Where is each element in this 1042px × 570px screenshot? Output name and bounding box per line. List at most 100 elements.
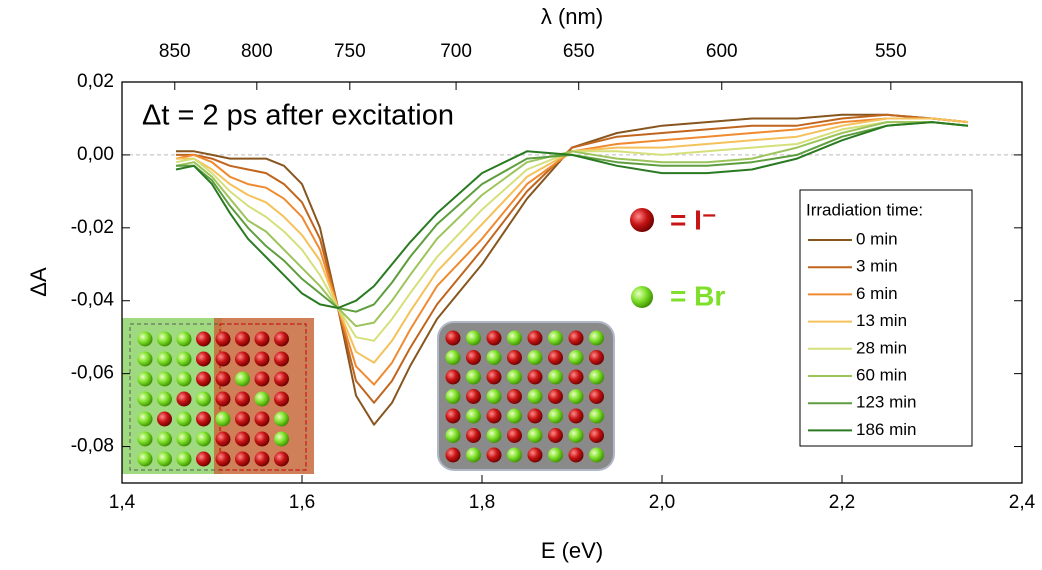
atom bbox=[254, 351, 270, 367]
atom bbox=[157, 431, 172, 447]
x-axis-label: E (eV) bbox=[541, 538, 603, 563]
x-tick-label: 1,6 bbox=[289, 492, 315, 513]
ion-label: = I⁻ bbox=[670, 204, 717, 235]
legend-label: 186 min bbox=[856, 420, 916, 439]
atom bbox=[196, 371, 211, 387]
atom bbox=[176, 411, 192, 427]
atom bbox=[486, 428, 502, 443]
atom bbox=[507, 369, 522, 385]
y-tick-label: -0,06 bbox=[71, 363, 114, 384]
x2-tick-label: 550 bbox=[875, 41, 907, 62]
atom bbox=[466, 408, 481, 424]
atom bbox=[548, 447, 563, 463]
series-line bbox=[175, 121, 969, 328]
atom bbox=[486, 330, 502, 346]
inset-mixed bbox=[437, 321, 615, 471]
atom bbox=[254, 371, 270, 387]
atom bbox=[445, 389, 461, 404]
atom bbox=[568, 389, 584, 404]
atom bbox=[445, 447, 461, 463]
inset-frame bbox=[129, 323, 307, 471]
atom bbox=[274, 331, 289, 347]
atom bbox=[486, 369, 502, 385]
atom bbox=[507, 447, 522, 463]
atom bbox=[215, 371, 231, 387]
atom bbox=[274, 371, 289, 387]
legend-label: 6 min bbox=[856, 284, 898, 303]
series-line bbox=[175, 121, 969, 342]
atom bbox=[445, 369, 461, 385]
atom bbox=[157, 411, 172, 427]
atom bbox=[445, 330, 461, 346]
atom bbox=[568, 330, 584, 346]
x2-tick-label: 700 bbox=[440, 41, 472, 62]
legend-label: 13 min bbox=[856, 311, 907, 330]
atom bbox=[568, 408, 584, 424]
atom bbox=[176, 331, 192, 347]
atom bbox=[527, 389, 543, 404]
atom bbox=[466, 389, 481, 404]
legend-label: 60 min bbox=[856, 365, 907, 384]
atom bbox=[507, 350, 522, 365]
atom bbox=[254, 431, 270, 447]
atom bbox=[507, 428, 522, 443]
atom bbox=[176, 391, 192, 407]
atom bbox=[215, 411, 231, 427]
atom bbox=[157, 371, 172, 387]
atom bbox=[235, 351, 250, 367]
legend-label: 0 min bbox=[856, 229, 898, 248]
atom bbox=[548, 389, 563, 404]
atom bbox=[568, 447, 584, 463]
atom bbox=[215, 391, 231, 407]
atom bbox=[157, 451, 172, 467]
atom bbox=[527, 369, 543, 385]
atom bbox=[137, 331, 153, 347]
atom bbox=[254, 331, 270, 347]
atom bbox=[215, 431, 231, 447]
atom bbox=[486, 447, 502, 463]
atom bbox=[196, 331, 211, 347]
atom bbox=[548, 350, 563, 365]
atom bbox=[196, 411, 211, 427]
atom bbox=[466, 428, 481, 443]
y-tick-label: -0,08 bbox=[71, 436, 114, 457]
atom bbox=[176, 351, 192, 367]
atom bbox=[235, 431, 250, 447]
atom bbox=[466, 330, 481, 346]
atom bbox=[507, 408, 522, 424]
atom bbox=[589, 389, 604, 404]
atom bbox=[157, 351, 172, 367]
iodide-icon bbox=[630, 208, 654, 232]
atom bbox=[157, 391, 172, 407]
series-line bbox=[175, 117, 969, 386]
atom bbox=[215, 451, 231, 467]
x-tick-label: 1,8 bbox=[469, 492, 495, 513]
x2-tick-label: 650 bbox=[563, 41, 595, 62]
series-line bbox=[175, 121, 969, 309]
atom bbox=[548, 330, 563, 346]
atom bbox=[215, 331, 231, 347]
atom bbox=[548, 428, 563, 443]
y-tick-label: 0,00 bbox=[77, 144, 114, 165]
x2-tick-label: 850 bbox=[159, 41, 191, 62]
atom bbox=[445, 408, 461, 424]
atom bbox=[196, 451, 211, 467]
atom bbox=[176, 451, 192, 467]
atom bbox=[274, 391, 289, 407]
atom bbox=[137, 351, 153, 367]
atom bbox=[445, 350, 461, 365]
x2-tick-label: 800 bbox=[241, 41, 273, 62]
atom bbox=[589, 408, 604, 424]
atom bbox=[196, 391, 211, 407]
series-line bbox=[176, 113, 969, 404]
atom bbox=[527, 408, 543, 424]
atom bbox=[196, 431, 211, 447]
atom bbox=[274, 431, 289, 447]
atom bbox=[486, 389, 502, 404]
atom bbox=[215, 351, 231, 367]
x2-tick-label: 750 bbox=[334, 41, 366, 62]
atom bbox=[274, 451, 289, 467]
atom bbox=[137, 451, 153, 467]
bromide-icon bbox=[631, 286, 653, 308]
